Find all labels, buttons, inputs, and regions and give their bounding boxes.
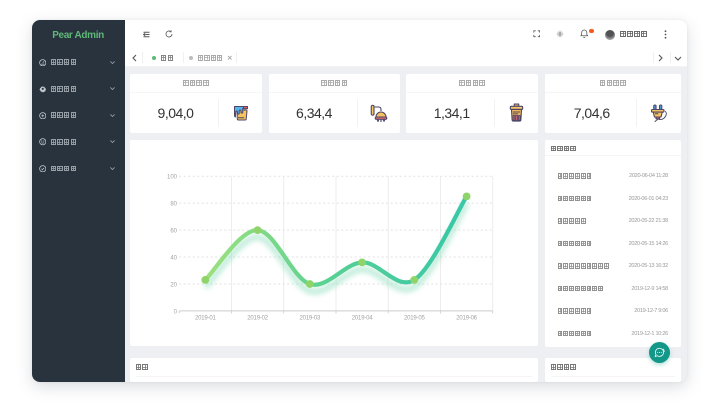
svg-text:2019-06: 2019-06 — [456, 316, 477, 322]
svg-text:2019-01: 2019-01 — [195, 316, 216, 322]
svg-text:2019-04: 2019-04 — [352, 316, 373, 322]
svg-text:2019-03: 2019-03 — [299, 316, 320, 322]
svg-text:20: 20 — [170, 283, 177, 289]
svg-text:0: 0 — [173, 310, 177, 316]
svg-text:2019-02: 2019-02 — [247, 316, 268, 322]
svg-text:80: 80 — [170, 202, 177, 208]
svg-text:40: 40 — [170, 256, 177, 262]
svg-text:2019-05: 2019-05 — [404, 316, 425, 322]
svg-text:60: 60 — [170, 229, 177, 235]
svg-text:100: 100 — [167, 175, 178, 181]
